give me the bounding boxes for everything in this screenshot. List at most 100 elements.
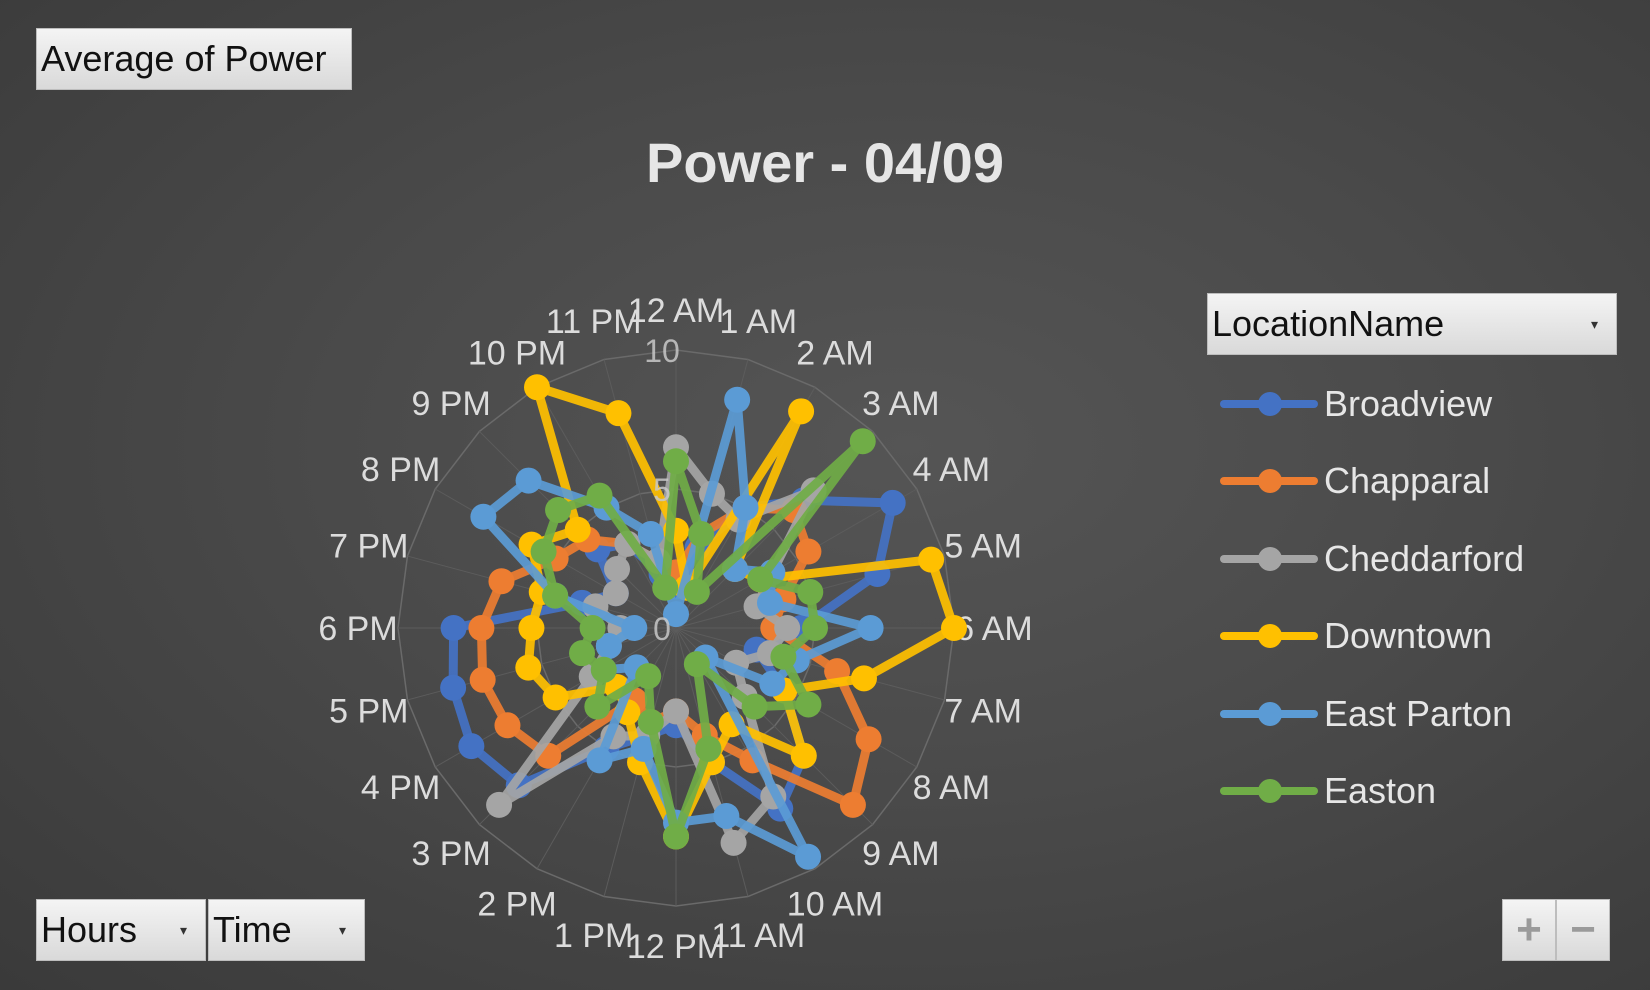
zoom-out-button[interactable]: − xyxy=(1556,899,1610,961)
radar-spoke xyxy=(675,627,945,701)
data-point xyxy=(518,615,545,641)
data-point xyxy=(741,693,768,720)
legend-item[interactable]: Broadview xyxy=(1218,365,1524,443)
data-point xyxy=(515,467,542,494)
legend-item[interactable]: East Parton xyxy=(1218,675,1524,753)
data-point xyxy=(663,601,689,628)
data-point xyxy=(795,691,822,718)
category-label: 10 AM xyxy=(787,885,883,923)
data-point xyxy=(569,640,596,667)
legend-swatch-icon xyxy=(1218,624,1320,649)
data-point xyxy=(663,448,689,475)
chart-legend: Broadview Chapparal Cheddarford Downtown Eas… xyxy=(1218,365,1524,830)
zoom-in-button[interactable]: + xyxy=(1502,899,1556,961)
legend-item[interactable]: Easton xyxy=(1218,753,1524,831)
data-point xyxy=(602,580,629,607)
data-point xyxy=(759,670,786,697)
category-label: 9 AM xyxy=(862,835,939,873)
data-point xyxy=(635,663,662,690)
data-point xyxy=(586,482,613,509)
data-point xyxy=(590,656,617,683)
data-point xyxy=(530,538,557,565)
category-label: 3 PM xyxy=(411,835,490,873)
data-point xyxy=(663,823,689,850)
category-label: 8 PM xyxy=(361,451,440,489)
data-point xyxy=(732,494,759,521)
category-label: 5 AM xyxy=(944,528,1021,566)
dropdown-arrow-icon: ▾ xyxy=(338,922,346,938)
data-point xyxy=(637,708,664,735)
location-name-label: LocationName xyxy=(1212,303,1445,344)
data-point xyxy=(941,615,967,641)
data-point xyxy=(747,566,774,593)
data-point xyxy=(605,400,632,427)
data-point xyxy=(542,684,569,711)
data-point xyxy=(688,521,715,548)
data-point xyxy=(494,712,521,739)
legend-item[interactable]: Downtown xyxy=(1218,598,1524,676)
data-point xyxy=(515,654,542,681)
category-label: 4 AM xyxy=(913,451,990,489)
category-label: 5 PM xyxy=(329,692,408,730)
radial-tick-label: 0 xyxy=(653,611,671,647)
data-point xyxy=(790,742,817,769)
series-easton xyxy=(530,428,876,850)
data-point xyxy=(652,574,679,601)
data-point xyxy=(470,503,497,530)
data-point xyxy=(584,693,611,720)
category-label: 6 AM xyxy=(955,610,1032,648)
data-point xyxy=(857,615,884,641)
category-label: 11 AM xyxy=(711,917,805,955)
data-point xyxy=(564,516,591,543)
category-label: 2 AM xyxy=(796,335,873,373)
data-point xyxy=(850,665,877,692)
legend-label: Cheddarford xyxy=(1324,537,1525,579)
data-point xyxy=(440,615,467,641)
legend-label: Easton xyxy=(1324,770,1437,812)
data-point xyxy=(770,643,797,670)
hours-field-button[interactable]: Hours ▾ xyxy=(36,899,206,961)
data-point xyxy=(918,546,945,573)
category-label: 3 AM xyxy=(862,385,939,423)
location-name-field-button[interactable]: LocationName ▾ xyxy=(1207,293,1617,355)
legend-swatch-icon xyxy=(1218,391,1320,416)
radar-spoke xyxy=(675,488,918,629)
data-point xyxy=(683,578,710,605)
category-label: 11 PM xyxy=(546,303,642,341)
data-point xyxy=(542,582,569,609)
time-field-button[interactable]: Time ▾ xyxy=(208,899,365,961)
data-point xyxy=(720,829,747,856)
category-label: 12 PM xyxy=(627,928,725,966)
category-label: 1 PM xyxy=(554,917,633,955)
category-label: 7 AM xyxy=(944,692,1021,730)
legend-label: Broadview xyxy=(1324,382,1493,424)
average-of-power-field-button[interactable]: Average of Power xyxy=(36,28,352,90)
radial-tick-label: 10 xyxy=(644,333,680,369)
category-label: 8 AM xyxy=(913,769,990,807)
category-label: 1 AM xyxy=(720,303,797,341)
data-point xyxy=(545,497,572,524)
data-point xyxy=(713,802,740,829)
data-point xyxy=(524,374,550,401)
data-point xyxy=(695,735,722,762)
hours-label: Hours xyxy=(41,909,138,950)
data-point xyxy=(683,651,710,678)
category-label: 2 PM xyxy=(477,885,556,923)
data-point xyxy=(663,698,689,725)
data-point xyxy=(839,791,866,818)
data-point xyxy=(469,666,496,693)
legend-label: Downtown xyxy=(1324,615,1493,657)
data-point xyxy=(637,521,664,548)
legend-label: East Parton xyxy=(1324,692,1513,734)
legend-swatch-icon xyxy=(1218,546,1320,571)
legend-item[interactable]: Chapparal xyxy=(1218,443,1524,521)
category-label: 9 PM xyxy=(411,385,490,423)
data-point xyxy=(788,398,815,425)
category-label: 6 PM xyxy=(318,610,397,648)
data-point xyxy=(855,726,882,753)
data-point xyxy=(797,579,824,606)
data-point xyxy=(579,615,606,641)
chart-title: Power - 04/09 xyxy=(646,131,1004,194)
legend-item[interactable]: Cheddarford xyxy=(1218,520,1524,598)
average-of-power-label: Average of Power xyxy=(41,38,327,79)
